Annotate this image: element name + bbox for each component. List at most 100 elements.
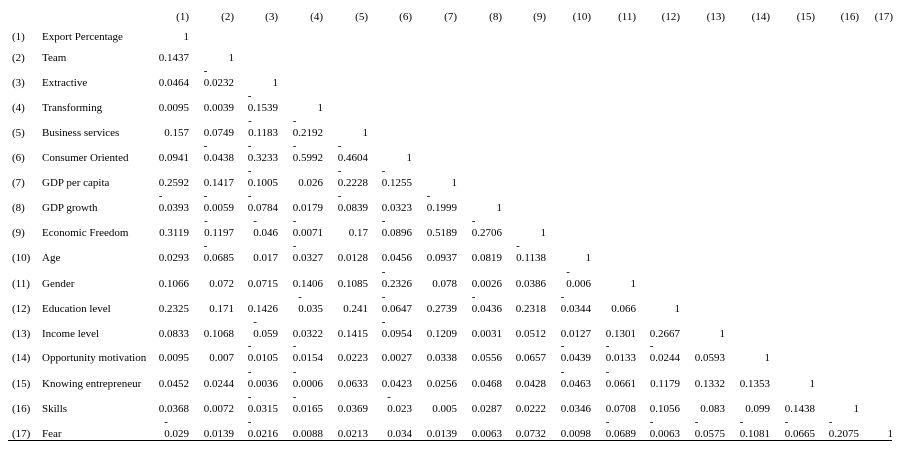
cell-value: 0.1332 — [694, 378, 725, 390]
cell-value: 0.1179 — [650, 378, 680, 390]
cell-value: 0.1438 — [784, 403, 815, 415]
cell-value: -0.2192 — [292, 115, 323, 139]
row-number: (9) — [12, 227, 25, 239]
cell-value: 1 — [585, 252, 592, 264]
cell-value: 1 — [674, 303, 681, 315]
cell-value: -0.0165 — [292, 391, 323, 415]
cell-value: 0.0346 — [560, 403, 591, 415]
cell-value: -0.0133 — [605, 340, 636, 364]
cell-value: 0.2592 — [158, 177, 189, 189]
cell-value: 0.157 — [164, 127, 189, 139]
row-label: Opportunity motivation — [42, 352, 147, 364]
cell-value: 0.017 — [253, 252, 278, 264]
cell-value: -0.035 — [298, 291, 323, 315]
cell-value: 0.0369 — [337, 403, 368, 415]
row-number: (17) — [12, 428, 31, 440]
cell-value: 0.0428 — [515, 378, 546, 390]
cell-value: 1 — [451, 177, 458, 189]
column-header: (8) — [489, 11, 502, 23]
cell-value: 0.007 — [209, 352, 234, 364]
cell-value: 0.0095 — [158, 352, 189, 364]
cell-value: 0.0098 — [560, 428, 591, 440]
row-label: Gender — [42, 278, 75, 290]
cell-value: -0.0463 — [560, 366, 591, 390]
cell-value: -0.0063 — [649, 416, 680, 440]
row-label: Export Percentage — [42, 31, 123, 43]
row-label: Transforming — [42, 102, 103, 114]
cell-value: 0.0293 — [158, 252, 189, 264]
cell-value: -0.1255 — [381, 165, 412, 189]
column-header: (14) — [751, 11, 770, 23]
cell-value: 0.0732 — [515, 428, 546, 440]
cell-value: -0.1999 — [426, 190, 457, 214]
cell-value: 0.066 — [611, 303, 636, 315]
cell-value: 0.0386 — [515, 278, 546, 290]
cell-value: -0.2326 — [381, 266, 412, 290]
column-header: (3) — [265, 11, 278, 23]
cell-value: 0.1353 — [739, 378, 770, 390]
row-number: (10) — [12, 252, 31, 264]
cell-value: 0.241 — [343, 303, 368, 315]
row-label: Education level — [42, 303, 111, 315]
cell-value: 0.1426 — [247, 303, 278, 315]
cell-value: -0.0327 — [292, 240, 323, 264]
cell-value: 1 — [317, 102, 324, 114]
cell-value: 0.1417 — [203, 177, 234, 189]
cell-value: 0.0368 — [158, 403, 189, 415]
cell-value: -0.006 — [566, 266, 591, 290]
cell-value: 0.0657 — [515, 352, 546, 364]
cell-value: 0.1415 — [337, 328, 368, 340]
cell-value: 1 — [228, 52, 235, 64]
cell-value: -0.0896 — [381, 215, 412, 239]
cell-value: -0.2228 — [337, 165, 368, 189]
cell-value: 0.1066 — [158, 278, 189, 290]
cell-value: -0.1197 — [204, 215, 234, 239]
cell-value: -0.0647 — [381, 291, 412, 315]
cell-value: 0.0322 — [292, 328, 323, 340]
cell-value: 0.078 — [432, 278, 457, 290]
cell-value: -0.0665 — [784, 416, 815, 440]
column-header: (1) — [176, 11, 189, 23]
cell-value: -0.0232 — [203, 65, 234, 89]
cell-value: 1 — [496, 202, 503, 214]
row-number: (3) — [12, 77, 25, 89]
cell-value: 0.0633 — [337, 378, 368, 390]
cell-value: 0.0072 — [203, 403, 234, 415]
row-number: (1) — [12, 31, 25, 43]
row-label: Skills — [42, 403, 68, 415]
cell-value: -0.0575 — [694, 416, 725, 440]
cell-value: 0.171 — [209, 303, 234, 315]
cell-value: 1 — [764, 352, 771, 364]
cell-value: -0.0436 — [471, 291, 502, 315]
cell-value: -0.0315 — [247, 391, 278, 415]
row-number: (11) — [12, 278, 30, 290]
cell-value: 0.0222 — [515, 403, 546, 415]
cell-value: 0.1301 — [605, 328, 636, 340]
cell-value: 0.083 — [700, 403, 725, 415]
cell-value: 0.2325 — [158, 303, 189, 315]
row-number: (7) — [12, 177, 25, 189]
cell-value: -0.0071 — [292, 215, 323, 239]
cell-value: 0.0937 — [426, 252, 457, 264]
cell-value: 1 — [272, 77, 279, 89]
cell-value: -0.3233 — [247, 140, 278, 164]
cell-value: 0.0323 — [381, 202, 412, 214]
column-header: (12) — [661, 11, 680, 23]
cell-value: -0.1138 — [516, 240, 546, 264]
row-label: Economic Freedom — [42, 227, 129, 239]
cell-value: 0.034 — [387, 428, 412, 440]
row-label: Consumer Oriented — [42, 152, 129, 164]
column-header: (6) — [399, 11, 412, 23]
cell-value: 1 — [887, 428, 894, 440]
cell-value: 0.0423 — [381, 378, 412, 390]
cell-value: 0.0941 — [158, 152, 189, 164]
cell-value: 0.1085 — [337, 278, 368, 290]
cell-value: -0.0154 — [292, 340, 323, 364]
cell-value: 0.0256 — [426, 378, 457, 390]
cell-value: 0.005 — [432, 403, 457, 415]
row-number: (8) — [12, 202, 25, 214]
cell-value: 0.0593 — [694, 352, 725, 364]
cell-value: -0.1539 — [247, 90, 278, 114]
row-label: GDP growth — [42, 202, 98, 214]
column-header: (2) — [221, 11, 234, 23]
